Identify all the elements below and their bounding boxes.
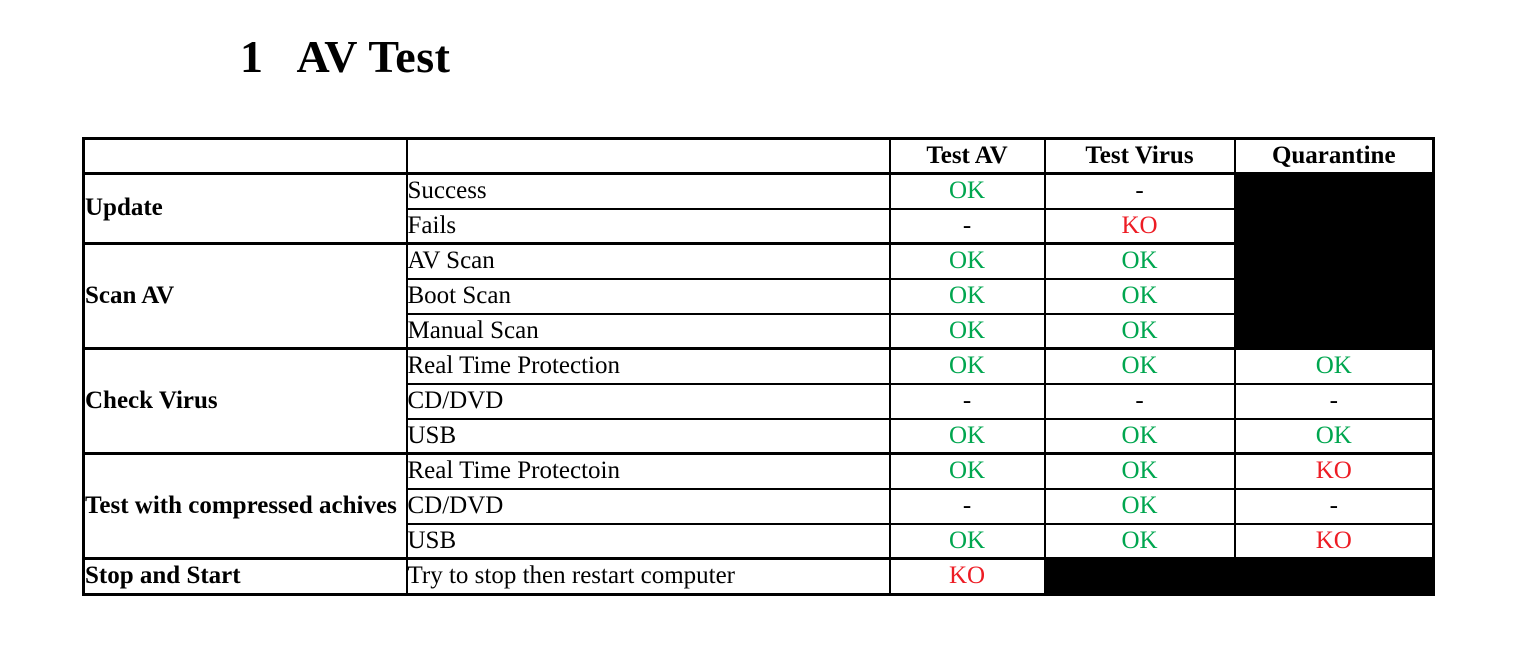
table-row: Manual Scan OK OK	[84, 312, 1435, 350]
section-heading: 1 AV Test	[240, 30, 450, 83]
redacted-cell	[1233, 207, 1435, 245]
result-cell: -	[1043, 172, 1236, 210]
result-cell: -	[1043, 382, 1236, 420]
result-cell: OK	[1233, 347, 1435, 385]
table-row: CD/DVD - - -	[84, 382, 1435, 420]
redacted-cell	[1233, 557, 1435, 595]
result-cell: -	[1233, 487, 1435, 525]
result-cell: OK	[1043, 417, 1236, 455]
table-row: Test with compressed achives Real Time Pr…	[82, 452, 1435, 560]
result-cell: -	[888, 487, 1046, 525]
table-header: Test AV Test Virus Quarantine	[82, 137, 1435, 175]
result-cell: KO	[1233, 522, 1435, 560]
redacted-cell	[1233, 242, 1435, 280]
column-header-1	[405, 137, 891, 175]
group-label: Update	[82, 172, 408, 245]
result-cell: OK	[888, 242, 1046, 280]
table-row: Scan AV AV Scan OK OK	[82, 242, 1435, 350]
result-cell: -	[888, 207, 1046, 245]
result-cell: OK	[888, 312, 1046, 350]
result-cell: OK	[1043, 242, 1236, 280]
result-cell: OK	[888, 347, 1046, 385]
result-cell: KO	[1043, 207, 1236, 245]
section-title: AV Test	[296, 31, 451, 82]
table-row: Stop and Start Try to stop then restart c…	[82, 557, 1435, 595]
table-row: USB OK OK OK	[84, 417, 1435, 455]
result-cell: -	[888, 382, 1046, 420]
result-cell: OK	[888, 172, 1046, 210]
test-label: Boot Scan	[405, 277, 891, 315]
result-cell: OK	[1233, 417, 1435, 455]
redacted-cell	[1233, 312, 1435, 350]
group-label: Stop and Start	[82, 557, 408, 595]
column-header-2: Test AV	[888, 137, 1046, 175]
test-label: USB	[405, 522, 891, 560]
test-label: Try to stop then restart computer	[405, 557, 891, 595]
result-cell: OK	[1043, 522, 1236, 560]
redacted-cell	[1233, 172, 1435, 210]
result-cell: OK	[1043, 347, 1236, 385]
test-label: Real Time Protectoin	[405, 452, 891, 490]
result-cell: OK	[888, 452, 1046, 490]
table-body: Update Success OK - Fails - KO Scan AV AV Scan OK…	[82, 172, 1435, 595]
result-cell: OK	[1043, 452, 1236, 490]
test-label: Fails	[405, 207, 891, 245]
table-row: CD/DVD - OK -	[84, 487, 1435, 525]
result-cell: OK	[888, 417, 1046, 455]
column-header-4: Quarantine	[1233, 137, 1435, 175]
table-row: Boot Scan OK OK	[84, 277, 1435, 315]
column-header-0	[82, 137, 408, 175]
test-label: CD/DVD	[405, 487, 891, 525]
redacted-cell	[1233, 277, 1435, 315]
result-cell: -	[1233, 382, 1435, 420]
group-label: Check Virus	[82, 347, 408, 455]
redacted-cell	[1043, 557, 1236, 595]
test-label: USB	[405, 417, 891, 455]
group-label: Test with compressed achives	[82, 452, 408, 560]
test-label: Real Time Protection	[405, 347, 891, 385]
av-test-table: Test AV Test Virus Quarantine Update Succes…	[82, 137, 1435, 596]
result-cell: KO	[1233, 452, 1435, 490]
result-cell: KO	[888, 557, 1046, 595]
result-cell: OK	[888, 522, 1046, 560]
column-header-3: Test Virus	[1043, 137, 1236, 175]
result-cell: OK	[1043, 277, 1236, 315]
table-row: Fails - KO	[84, 207, 1435, 245]
group-label: Scan AV	[82, 242, 408, 350]
test-label: AV Scan	[405, 242, 891, 280]
table-row: USB OK OK KO	[84, 522, 1435, 560]
table-row: Update Success OK -	[82, 172, 1435, 245]
test-label: CD/DVD	[405, 382, 891, 420]
header-row: Test AV Test Virus Quarantine	[82, 137, 1435, 175]
result-cell: OK	[1043, 312, 1236, 350]
table-row: Check Virus Real Time Protection OK OK OK	[82, 347, 1435, 455]
test-label: Manual Scan	[405, 312, 891, 350]
section-number: 1	[240, 31, 264, 82]
result-cell: OK	[1043, 487, 1236, 525]
test-label: Success	[405, 172, 891, 210]
result-cell: OK	[888, 277, 1046, 315]
